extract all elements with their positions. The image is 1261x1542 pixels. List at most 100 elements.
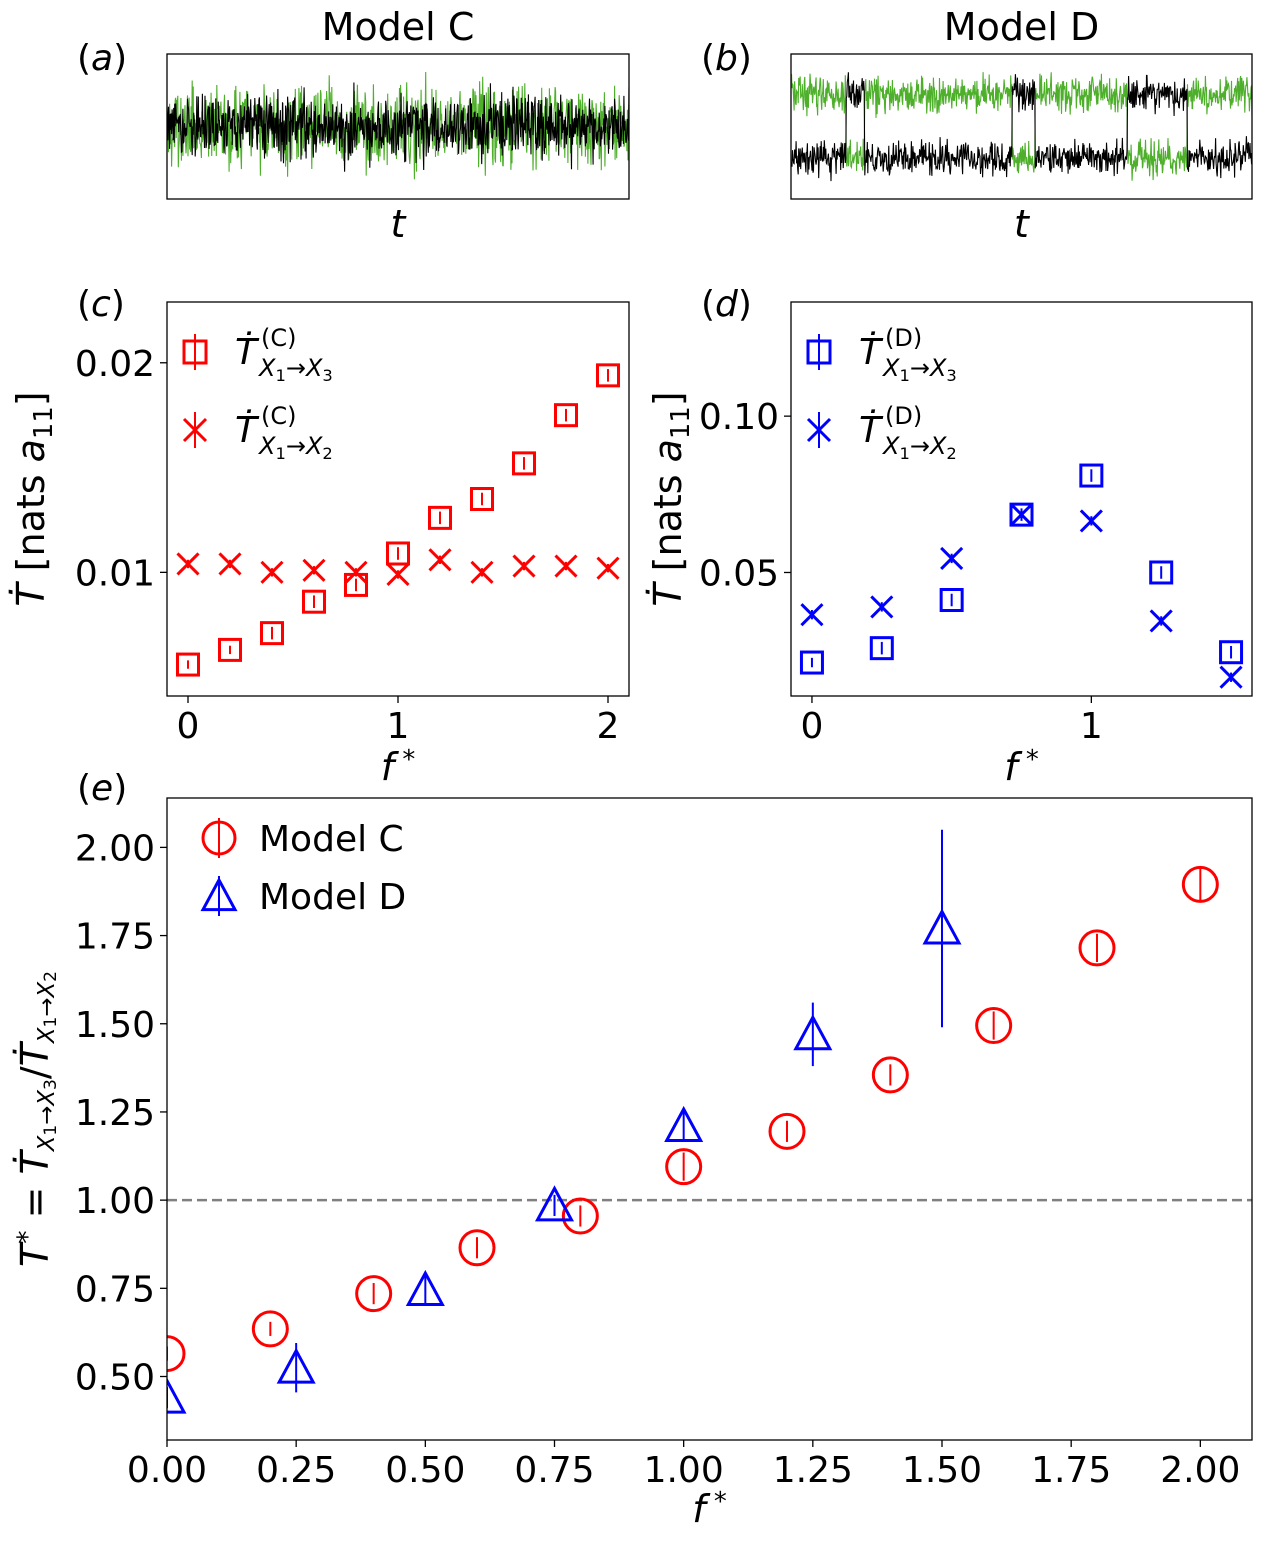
data-point bbox=[869, 636, 894, 661]
data-point bbox=[470, 487, 494, 511]
text-segment: X bbox=[928, 354, 947, 382]
panel-d: 0 10.050.10f *Ṫ [nats a11](d)Ṫ (D)X1→X3Ṫ (D… bbox=[646, 284, 1253, 789]
data-point bbox=[1149, 560, 1174, 585]
text-segment: (D) bbox=[885, 402, 922, 430]
data-point bbox=[665, 1148, 703, 1186]
y-tick-label: 0.02 bbox=[75, 344, 155, 385]
data-point bbox=[251, 1310, 289, 1348]
text-segment: 1 bbox=[275, 366, 285, 385]
axes-frame bbox=[790, 53, 1253, 200]
text-segment: t bbox=[391, 202, 408, 246]
text-segment: X bbox=[34, 1134, 60, 1152]
data-point bbox=[218, 637, 242, 662]
x-axis-label: f * bbox=[381, 745, 416, 789]
text-segment: X bbox=[257, 354, 276, 382]
text-segment: 3 bbox=[946, 366, 956, 385]
text-segment: X bbox=[34, 1026, 60, 1044]
panel-label: (d) bbox=[701, 284, 752, 325]
plot-area bbox=[167, 829, 1252, 1414]
text-segment: 11 bbox=[666, 406, 696, 439]
legend-symbol: Ṫ bbox=[859, 409, 884, 451]
time-series-line bbox=[791, 72, 1252, 181]
x-tick-label: 1.25 bbox=[773, 1450, 853, 1491]
text-segment: * bbox=[394, 745, 415, 775]
text-segment: ( bbox=[77, 284, 91, 325]
panel-title: Model D bbox=[944, 5, 1099, 49]
legend-symbol: Ṫ bbox=[235, 331, 260, 373]
y-tick-label: 2.00 bbox=[75, 828, 155, 869]
text-segment: T bbox=[13, 1241, 57, 1267]
panel-label: (c) bbox=[77, 284, 125, 325]
text-segment: 3 bbox=[41, 1079, 61, 1090]
text-segment: ] bbox=[646, 391, 690, 406]
legend-entry: Model C bbox=[201, 818, 404, 860]
text-segment: → bbox=[286, 432, 306, 460]
series-1 bbox=[167, 829, 962, 1414]
x-axis-label: f * bbox=[1004, 745, 1039, 789]
x-tick-label: 1 bbox=[1080, 706, 1103, 747]
x-tick-label: 0.50 bbox=[385, 1450, 465, 1491]
text-segment: → bbox=[34, 997, 60, 1016]
text-segment: 2 bbox=[41, 971, 61, 982]
text-segment: Ṫ bbox=[859, 331, 884, 373]
data-point bbox=[167, 1377, 187, 1414]
text-segment: Ṫ bbox=[13, 1040, 57, 1066]
text-segment: a bbox=[9, 439, 53, 462]
text-segment: ) bbox=[113, 38, 127, 79]
panel-a: Model C t (a) bbox=[77, 5, 630, 246]
series-1 bbox=[176, 548, 620, 587]
text-segment: (C) bbox=[261, 402, 296, 430]
data-point bbox=[534, 1185, 575, 1222]
text-segment: → bbox=[286, 354, 306, 382]
text-segment: 2 bbox=[322, 444, 332, 463]
text-segment: 1 bbox=[41, 1017, 61, 1028]
data-point bbox=[1079, 463, 1104, 488]
legend-entry: Ṫ (D)X1→X2 bbox=[806, 402, 957, 463]
y-axis-label: Ṫ [nats a11] bbox=[646, 391, 696, 606]
series-1 bbox=[800, 503, 1243, 689]
data-point bbox=[167, 1335, 186, 1373]
text-segment: X bbox=[881, 354, 900, 382]
y-tick-label: 1.25 bbox=[75, 1093, 155, 1134]
text-segment: 1 bbox=[41, 1125, 61, 1136]
text-segment: = bbox=[13, 1175, 57, 1231]
series-group bbox=[167, 71, 629, 180]
y-tick-label: 0.75 bbox=[75, 1269, 155, 1310]
data-point bbox=[939, 588, 964, 613]
text-segment: ) bbox=[113, 768, 127, 809]
panel-label: (e) bbox=[77, 768, 127, 809]
panel-b: Model D t (b) bbox=[701, 5, 1253, 246]
text-segment: (D) bbox=[885, 324, 922, 352]
data-point bbox=[260, 621, 284, 646]
text-segment: [nats bbox=[646, 462, 690, 571]
text-segment: X bbox=[34, 980, 60, 998]
time-series-line bbox=[167, 82, 629, 172]
data-point bbox=[1009, 502, 1034, 527]
x-tick-label: 0.75 bbox=[514, 1450, 594, 1491]
data-point bbox=[975, 1007, 1013, 1045]
text-segment: X bbox=[34, 1089, 60, 1107]
text-segment: c bbox=[91, 284, 111, 325]
x-tick-label: 0 bbox=[177, 706, 200, 747]
legend-entry: Ṫ (C)X1→X2 bbox=[182, 402, 333, 463]
y-axis-label: Ṫ [nats a11] bbox=[9, 391, 59, 606]
x-tick-label: 1.50 bbox=[902, 1450, 982, 1491]
axes-frame bbox=[166, 53, 630, 200]
text-segment: / bbox=[13, 1066, 57, 1079]
text-segment: Ṫ bbox=[13, 1149, 57, 1175]
plot-area bbox=[176, 363, 620, 677]
text-segment: ) bbox=[738, 38, 752, 79]
y-axis-label: T* = ṪX1→X3/ṪX1→X2 bbox=[12, 971, 61, 1267]
panel-title: Model C bbox=[322, 5, 475, 49]
data-point bbox=[405, 1269, 445, 1307]
data-point bbox=[768, 1112, 806, 1150]
axes-frame bbox=[166, 797, 1253, 1441]
text-segment: ) bbox=[738, 284, 752, 325]
data-point bbox=[355, 1275, 393, 1313]
text-segment: * bbox=[706, 1487, 727, 1517]
legend-superscript: (C) bbox=[261, 324, 296, 352]
data-point bbox=[176, 652, 200, 677]
text-segment: a bbox=[646, 439, 690, 462]
y-tick-label: 0.05 bbox=[699, 553, 779, 594]
